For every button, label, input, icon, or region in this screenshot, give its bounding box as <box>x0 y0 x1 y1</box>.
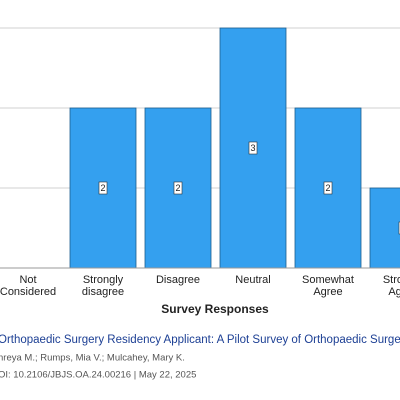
x-tick-label: Not Considered <box>0 274 56 298</box>
x-tick-label-line: Considered <box>0 286 56 298</box>
caption-doi: OI: 10.2106/JBJS.OA.24.00216 | May 22, 2… <box>0 370 196 381</box>
x-tick-label-line: Strongly <box>383 274 400 286</box>
x-tick-label: Strongly disagree <box>82 274 124 298</box>
x-tick-label-line: Somewhat <box>302 274 354 286</box>
data-label: 2 <box>325 183 330 193</box>
caption-authors: hreya M.; Rumps, Mia V.; Mulcahey, Mary … <box>0 353 185 364</box>
x-tick-label-line: Disagree <box>156 274 200 286</box>
data-label: 2 <box>175 183 180 193</box>
data-label-box <box>323 181 333 195</box>
x-tick-label-line: Neutral <box>235 274 270 286</box>
data-label: 2 <box>100 183 105 193</box>
x-tick-label-line: Strongly <box>83 274 124 286</box>
data-label-box <box>173 181 183 195</box>
x-tick-label: Disagree <box>156 274 200 286</box>
caption-title: Orthopaedic Surgery Residency Applicant:… <box>0 334 400 346</box>
bar <box>369 187 400 269</box>
x-tick-label: StronglyAgree <box>383 274 400 298</box>
data-label: 3 <box>250 143 255 153</box>
data-label-box <box>98 181 108 195</box>
data-label-box <box>248 141 258 155</box>
x-tick-label-line: Agree <box>388 286 400 298</box>
x-tick-label: Neutral <box>235 274 270 286</box>
x-tick-label: Somewhat Agree <box>302 274 354 298</box>
x-tick-label-line: Agree <box>313 286 342 298</box>
x-tick-label-line: Not <box>19 274 36 286</box>
x-axis-title: Survey Responses <box>161 302 269 316</box>
x-tick-label-line: disagree <box>82 286 124 298</box>
